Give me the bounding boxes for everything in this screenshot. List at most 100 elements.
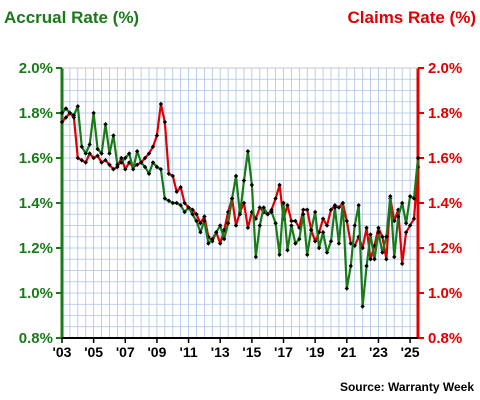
claims-point [194,212,199,217]
accrual-point [134,149,140,154]
accrual-point [241,178,247,183]
accrual-point [111,133,116,138]
accrual-point [320,230,326,235]
accrual-point [356,203,361,208]
accrual-point [107,151,112,156]
right-tick-label: 1.4% [428,195,462,212]
left-tick-label: 1.8% [19,105,53,122]
claims-point [162,119,168,125]
accrual-point [75,104,81,109]
claims-point [190,207,195,212]
claims-point [111,167,116,172]
claims-point [344,218,349,224]
x-tick-label: '25 [401,344,420,360]
claims-point [233,223,239,228]
claims-point [123,167,128,172]
accrual-point [194,218,199,224]
claims-point [198,221,203,226]
claims-point [411,216,417,221]
claims-point [134,162,140,167]
claims-point [249,209,255,215]
accrual-point [257,223,262,228]
accrual-point [253,254,259,260]
accrual-point [71,113,77,118]
claims-point [115,164,120,170]
accrual-point [170,200,175,206]
accrual-point [364,263,369,269]
accrual-point [309,227,314,233]
accrual-point [237,212,243,217]
accrual-point [127,151,132,156]
claims-point [154,133,160,138]
claims-point [178,185,183,190]
claims-point [305,207,310,212]
accrual-point [249,182,255,188]
claims-point [384,257,389,262]
accrual-point [324,250,330,255]
accrual-point [273,221,278,226]
claims-point [356,234,361,239]
right-tick-label: 0.8% [428,330,462,347]
accrual-point [301,212,306,217]
claims-point [376,225,381,230]
accrual-point [316,245,322,251]
accrual-point [210,236,215,242]
accrual-point [214,230,219,235]
accrual-point [415,155,421,161]
claims-point [206,234,211,239]
accrual-point [380,250,385,255]
left-tick-label: 0.8% [19,330,53,347]
left-tick-label: 1.6% [19,150,53,167]
claims-point [63,115,69,120]
accrual-point [245,149,251,154]
claims-point [273,196,278,201]
claims-point [281,216,286,221]
accrual-point [285,248,290,253]
claims-point [218,241,223,246]
claims-point [71,115,77,120]
accrual-point [83,151,88,156]
claims-point [301,207,306,212]
accrual-point [115,162,120,167]
accrual-point [328,239,334,244]
claims-point [170,173,175,179]
claims-point [83,160,88,165]
accrual-point [63,106,69,111]
claims-point [241,200,247,206]
accrual-point [312,209,318,215]
accrual-point [403,221,409,226]
x-tick-label: '23 [369,344,388,360]
claims-point [328,207,334,212]
left-axis-title: Accrual Rate (%) [4,8,139,27]
claims-point [103,158,108,163]
x-tick-label: '09 [147,344,166,360]
x-tick-label: '07 [116,344,135,360]
series-layer [59,101,421,309]
accrual-point [225,221,231,226]
accrual-point [399,200,405,206]
claims-point [87,151,92,156]
left-tick-label: 2.0% [19,60,53,77]
accrual-point [186,205,191,210]
right-tick-label: 1.2% [428,240,462,257]
claims-point [142,155,148,161]
grid [62,68,418,338]
accrual-point [123,155,128,161]
accrual-point [166,198,171,203]
x-tick-label: '15 [242,344,261,360]
accrual-point [411,196,417,201]
accrual-point [91,110,96,116]
claims-point [320,216,326,221]
accrual-point [146,171,152,176]
accrual-point [265,212,270,217]
accrual-point [277,252,282,257]
left-tick-label: 1.2% [19,240,53,257]
accrual-point [103,122,108,127]
accrual-point [384,234,389,239]
x-tick-label: '13 [211,344,230,360]
claims-point [285,203,290,208]
left-tick-label: 1.0% [19,285,53,302]
claims-point [332,203,338,208]
right-tick-label: 1.8% [428,105,462,122]
accrual-point [174,200,179,206]
